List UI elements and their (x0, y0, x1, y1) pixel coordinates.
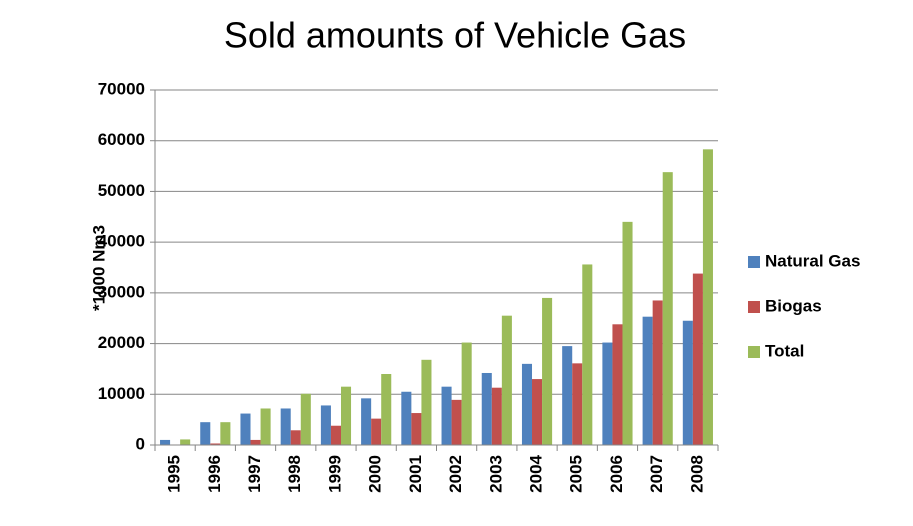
bar (612, 324, 623, 445)
bar (340, 386, 352, 445)
x-tick-label: 1997 (245, 455, 264, 493)
legend-swatch (748, 346, 760, 358)
y-tick-label: 60000 (98, 130, 145, 149)
legend-label: Total (765, 341, 804, 360)
bar (240, 413, 251, 445)
chart-title: Sold amounts of Vehicle Gas (224, 15, 686, 56)
bar (371, 418, 382, 445)
y-tick-label: 30000 (98, 282, 145, 301)
bar (180, 439, 191, 445)
bar (642, 316, 653, 445)
legend-label: Biogas (765, 296, 822, 315)
x-tick-label: 1996 (205, 455, 224, 493)
bar (200, 422, 211, 445)
bar (532, 379, 543, 445)
x-tick-label: 2005 (567, 455, 586, 493)
bar (562, 346, 573, 445)
x-tick-label: 1999 (325, 455, 344, 493)
y-tick-label: 20000 (98, 333, 145, 352)
bar (421, 359, 432, 445)
bar (220, 422, 231, 445)
bar (682, 320, 693, 445)
bar (250, 439, 261, 445)
y-tick-label: 10000 (98, 384, 145, 403)
x-tick-label: 2004 (527, 454, 546, 492)
bar (330, 425, 341, 445)
legend-label: Natural Gas (765, 251, 860, 270)
bar (652, 300, 663, 445)
bar (542, 297, 553, 445)
bar (451, 399, 462, 445)
x-tick-label: 2002 (446, 455, 465, 493)
x-tick-label: 2000 (366, 455, 385, 493)
y-axis-label: *1000 Nm3 (89, 225, 108, 311)
bar (662, 172, 673, 445)
bar (280, 408, 291, 445)
bar (602, 342, 613, 445)
bar (582, 264, 593, 445)
bar (300, 393, 311, 445)
bar (401, 391, 412, 445)
bar (622, 221, 633, 445)
y-tick-label: 40000 (98, 232, 145, 251)
y-tick-label: 0 (136, 434, 145, 453)
bar (320, 405, 331, 445)
x-tick-label: 2006 (607, 455, 626, 493)
y-tick-label: 70000 (98, 79, 145, 98)
x-tick-label: 2003 (486, 455, 505, 493)
bar (572, 363, 583, 445)
x-tick-label: 1995 (165, 455, 184, 493)
x-tick-label: 2001 (406, 455, 425, 493)
bar (160, 439, 171, 445)
bar (260, 408, 271, 445)
bar (481, 372, 492, 445)
x-tick-label: 1998 (285, 455, 304, 493)
bar (381, 374, 392, 445)
bar (461, 342, 472, 445)
bar (290, 430, 301, 445)
bar (491, 387, 502, 445)
bar (501, 315, 512, 445)
x-tick-label: 2008 (687, 455, 706, 493)
bar (210, 443, 221, 445)
bar (361, 398, 372, 445)
bar (441, 386, 452, 445)
bar (702, 149, 713, 446)
x-tick-label: 2007 (647, 455, 666, 493)
legend-swatch (748, 301, 760, 313)
bar (411, 413, 422, 445)
legend-swatch (748, 256, 760, 268)
bar (521, 363, 533, 445)
bar (692, 273, 703, 445)
y-tick-label: 50000 (98, 181, 145, 200)
